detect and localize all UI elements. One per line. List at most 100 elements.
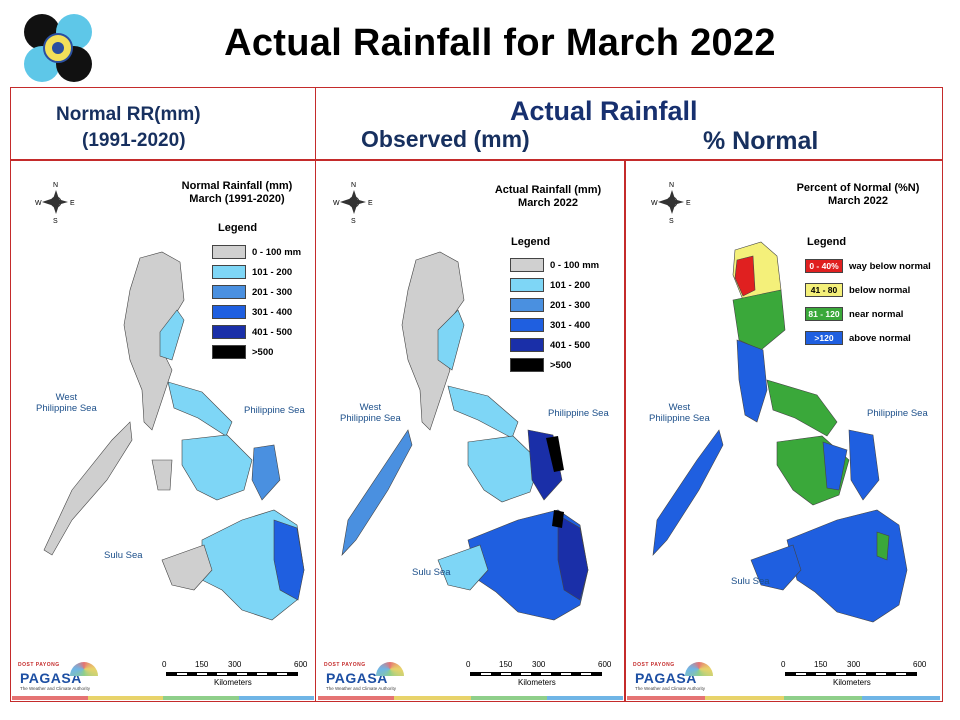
compass-e-label: E <box>686 200 691 207</box>
legend-item: 301 - 400 <box>510 317 590 333</box>
compass-s-label: S <box>53 218 58 225</box>
header-actual: Actual Rainfall <box>510 96 698 126</box>
umbrella-icon <box>70 662 98 676</box>
scale-tick-label: 300 <box>228 660 242 669</box>
footer-pagasa-logo: PAGASA The Weather and Climate Authority <box>20 670 90 691</box>
legend-label: near normal <box>849 308 904 320</box>
legend-label: 0 - 100 mm <box>252 246 302 258</box>
scale-unit-label: Kilometers <box>518 678 556 687</box>
map-title-line1: Actual Rainfall (mm) <box>494 184 602 196</box>
footer-color-bar <box>861 696 940 700</box>
compass-e-label: E <box>368 200 373 207</box>
footer-color-bar <box>627 696 706 700</box>
footer-color-bar <box>470 696 547 700</box>
legend-swatch <box>510 318 544 332</box>
slide-title: Actual Rainfall for March 2022 <box>224 22 776 64</box>
legend-swatch <box>212 285 246 299</box>
legend-item: 81 - 120 near normal <box>805 306 903 322</box>
map-title-observed: Actual Rainfall (mm) March 2022 <box>488 184 608 210</box>
scale-unit-label: Kilometers <box>214 678 252 687</box>
legend-item: >120 above normal <box>805 330 911 346</box>
map-panel-normal: N S E W Normal Rainfall (mm) March (1991-20… <box>12 160 314 698</box>
umbrella-icon <box>376 662 404 676</box>
legend-label: above normal <box>849 332 911 344</box>
legend-label: 101 - 200 <box>252 266 293 278</box>
header-pct-normal: % Normal <box>703 127 819 155</box>
footer-sub-text: The Weather and Climate Authority <box>326 686 396 691</box>
legend-label: >500 <box>550 359 572 371</box>
footer-brand-text: PAGASA <box>635 670 697 686</box>
legend-item: 401 - 500 <box>510 337 590 353</box>
footer-agency-text: DOST PAYONG <box>324 662 366 668</box>
legend-swatch <box>510 258 544 272</box>
legend-swatch: 0 - 40% <box>805 259 843 273</box>
legend-swatch <box>212 245 246 259</box>
scale-tick-label: 150 <box>195 660 209 669</box>
footer-color-bar <box>394 696 471 700</box>
legend-label: 101 - 200 <box>550 279 591 291</box>
legend-title: Legend <box>807 236 847 248</box>
legend-swatch <box>212 305 246 319</box>
scale-tick-label: 300 <box>532 660 546 669</box>
header-frame-right <box>315 87 943 161</box>
legend-item: >500 <box>212 344 273 360</box>
footer-sub-text: The Weather and Climate Authority <box>20 686 90 691</box>
legend-swatch: 41 - 80 <box>805 283 843 297</box>
map-title-normal: Normal Rainfall (mm) March (1991-2020) <box>172 180 302 206</box>
legend-label: 401 - 500 <box>252 326 293 338</box>
philippines-map-observed: N S E W <box>333 182 589 621</box>
compass-n-label: N <box>351 182 356 189</box>
legend-label: below normal <box>849 284 911 296</box>
legend-label: 301 - 400 <box>550 319 591 331</box>
map-title-line1: Normal Rainfall (mm) <box>181 180 293 192</box>
compass-w-label: W <box>651 200 658 207</box>
scale-tick-label: 0 <box>466 660 471 669</box>
legend-item: 0 - 100 mm <box>212 244 301 260</box>
panel-frame-observed <box>315 159 626 702</box>
legend-swatch <box>212 265 246 279</box>
legend-item: 301 - 400 <box>212 304 292 320</box>
sea-label-west: West Philippine Sea <box>36 392 97 414</box>
legend-item: 201 - 300 <box>212 284 292 300</box>
compass-rose: N S E W <box>333 182 373 225</box>
map-panel-percent: N S E W Percent of Normal (%N) March 2022 L… <box>627 160 940 698</box>
legend-label: 401 - 500 <box>550 339 591 351</box>
legend-item: 41 - 80 below normal <box>805 282 910 298</box>
scale-tick-label: 600 <box>294 660 308 669</box>
legend-item: 201 - 300 <box>510 297 590 313</box>
footer-sub-text: The Weather and Climate Authority <box>635 686 705 691</box>
philippines-map-normal: N S E W <box>35 182 305 621</box>
scale-tick-label: 300 <box>847 660 861 669</box>
footer-color-bar <box>546 696 623 700</box>
legend-item: 401 - 500 <box>212 324 292 340</box>
map-title-line1: Percent of Normal (%N) <box>796 182 920 194</box>
header-normal-line2: (1991-2020) <box>82 130 186 151</box>
sea-label-philippine: Philippine Sea <box>548 408 609 419</box>
scale-bar-graphic <box>785 672 917 676</box>
philippines-map-percent: N S E W <box>651 182 908 623</box>
legend-swatch <box>510 298 544 312</box>
legend-item: >500 <box>510 357 571 373</box>
footer-color-bar <box>238 696 314 700</box>
compass-w-label: W <box>35 200 42 207</box>
legend-swatch: 81 - 120 <box>805 307 843 321</box>
legend-swatch <box>510 338 544 352</box>
compass-n-label: N <box>53 182 58 189</box>
footer-color-bar <box>705 696 784 700</box>
sea-label-sulu: Sulu Sea <box>412 567 451 578</box>
compass-rose: N S E W <box>651 182 691 225</box>
map-title-line2: March 2022 <box>828 195 888 207</box>
sea-label-sulu: Sulu Sea <box>104 550 143 561</box>
footer-brand-text: PAGASA <box>326 670 388 686</box>
compass-n-label: N <box>669 182 674 189</box>
compass-s-label: S <box>351 218 356 225</box>
scale-tick-label: 600 <box>913 660 927 669</box>
scale-tick-label: 0 <box>781 660 786 669</box>
visayas-region <box>181 434 253 501</box>
footer-agency-text: DOST PAYONG <box>18 662 60 668</box>
header-observed: Observed (mm) <box>361 126 530 152</box>
footer-brand-text: PAGASA <box>20 670 82 686</box>
legend-label: 201 - 300 <box>252 286 293 298</box>
compass-w-label: W <box>333 200 340 207</box>
footer-color-bar <box>783 696 862 700</box>
